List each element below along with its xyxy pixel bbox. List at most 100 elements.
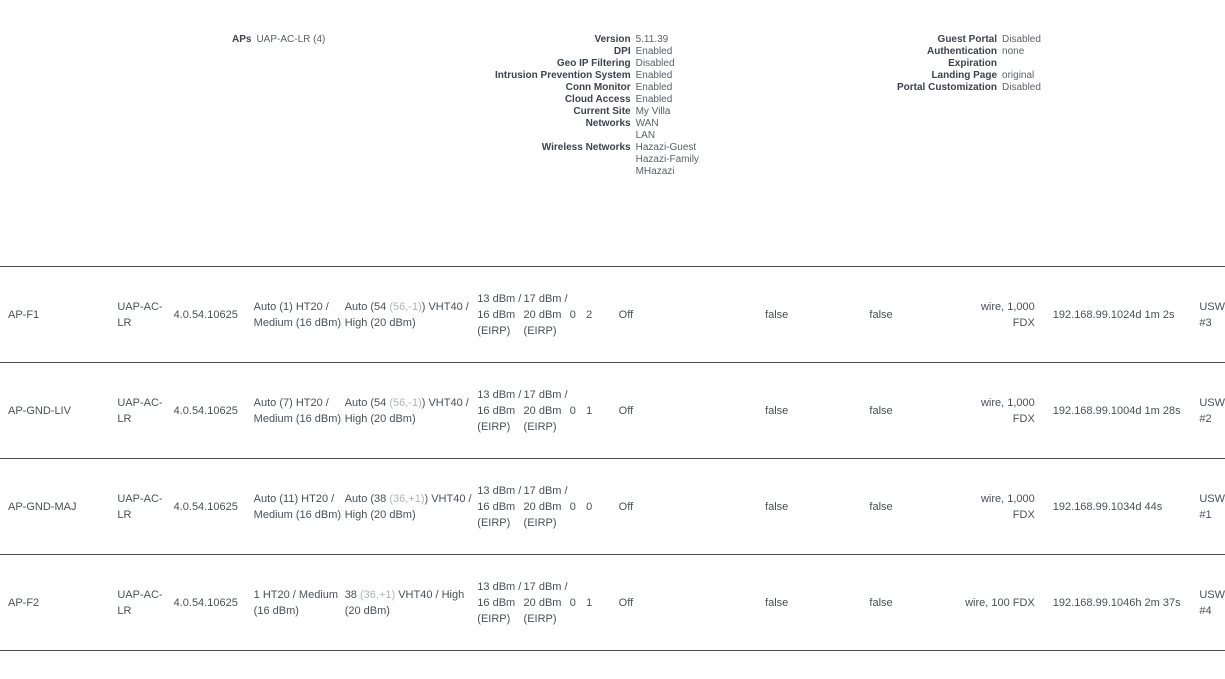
system-info-value-line: Disabled — [635, 58, 675, 69]
system-info-value: My Villa — [636, 106, 699, 118]
aps-label: APs — [232, 34, 252, 45]
radio-na-power: ) VHT40 / High (20 dBm) — [344, 492, 472, 521]
clients-ng-count: 0 — [569, 500, 576, 513]
system-info-value-line: Hazazi-Guest — [635, 142, 697, 153]
system-info: Version 5.11.39 DPI Enabled Geo IP Filtering… — [495, 34, 699, 178]
device-firmware-version: 4.0.54.10625 — [173, 308, 238, 321]
clients-ng-count: 0 — [569, 596, 576, 609]
radio-na-setting: Auto (38 (36,+1)) VHT40 / High (20 dBm) — [345, 459, 478, 555]
tx-power-ng: 13 dBm / 16 dBm (EIRP) — [477, 388, 522, 433]
ip-address: 192.168.99.104 — [1052, 596, 1130, 609]
uplink-type: wire, 1,000 FDX — [980, 396, 1035, 425]
portal-info-label: Authentication — [927, 46, 998, 57]
system-info-value-line: WAN — [635, 118, 659, 129]
aps-summary: APs UAP-AC-LR (4) — [232, 34, 325, 46]
table-row[interactable]: AP-GND-LIV UAP-AC-LR 4.0.54.10625 Auto (7) … — [0, 362, 1225, 459]
system-info-label: Cloud Access — [564, 94, 631, 105]
portal-info-label: Landing Page — [931, 70, 998, 81]
system-info-label: Geo IP Filtering — [556, 58, 631, 69]
system-info-label: Conn Monitor — [565, 82, 631, 93]
system-info-value: WAN LAN — [636, 118, 699, 142]
system-info-value-line: Enabled — [635, 70, 673, 81]
ip-address: 192.168.99.103 — [1052, 500, 1130, 513]
portal-info-label: Expiration — [948, 58, 998, 69]
device-model: UAP-AC-LR — [117, 588, 163, 617]
uplink-type: wire, 1,000 FDX — [980, 300, 1035, 329]
system-info-value-line: MHazazi — [635, 166, 675, 177]
ip-address: 192.168.99.100 — [1052, 404, 1130, 417]
system-info-value: Hazazi-Guest Hazazi-Family MHazazi — [636, 142, 699, 178]
table-row[interactable]: AP-GND-MAJ UAP-AC-LR 4.0.54.10625 Auto (11)… — [0, 458, 1225, 555]
locate-status: Off — [618, 596, 634, 609]
empty-cell — [728, 459, 765, 555]
system-info-value-line: 5.11.39 — [635, 34, 669, 45]
system-info-label: Networks — [585, 118, 631, 129]
radio-na-secondary: (56,-1) — [389, 396, 422, 409]
device-rows: AP-F1 UAP-AC-LR 4.0.54.10625 Auto (1) HT20 … — [0, 266, 1225, 651]
uplink-type: wire, 100 FDX — [965, 596, 1035, 609]
device-model: UAP-AC-LR — [117, 396, 163, 425]
radio-na-power: VHT40 / High (20 dBm) — [344, 588, 465, 617]
portal-info-value: none — [1002, 46, 1025, 57]
portal-info: Guest Portal Disabled Authentication none Ex… — [897, 34, 1041, 94]
uptime-value: 6h 2m 37s — [1129, 596, 1181, 609]
empty-cell — [728, 267, 765, 363]
clients-ng-count: 0 — [569, 308, 576, 321]
portal-info-value — [1002, 58, 1041, 70]
uplink-type: wire, 1,000 FDX — [980, 492, 1035, 521]
uptime-value: 4d 1m 2s — [1129, 308, 1175, 321]
table-row[interactable]: AP-F2 UAP-AC-LR 4.0.54.10625 1 HT20 / Mediu… — [0, 554, 1225, 651]
flag-a-value: false — [765, 596, 789, 609]
radio-na-setting: 38 (36,+1) VHT40 / High (20 dBm) — [345, 555, 478, 651]
radio-na-channel: Auto (38 — [344, 492, 390, 505]
empty-cell — [728, 555, 765, 651]
clients-na-count: 2 — [586, 308, 593, 321]
system-info-value: Enabled — [636, 46, 699, 58]
device-firmware-version: 4.0.54.10625 — [173, 404, 238, 417]
device-model: UAP-AC-LR — [117, 300, 163, 329]
uplink-switch: USW #2 — [1199, 396, 1225, 425]
radio-na-secondary: (56,-1) — [389, 300, 422, 313]
tx-power-na: 17 dBm / 20 dBm (EIRP) — [523, 292, 568, 337]
flag-a-value: false — [765, 404, 789, 417]
table-row[interactable]: AP-F1 UAP-AC-LR 4.0.54.10625 Auto (1) HT20 … — [0, 266, 1225, 363]
clients-ng-count: 0 — [569, 404, 576, 417]
tx-power-na: 17 dBm / 20 dBm (EIRP) — [523, 484, 568, 529]
system-info-value: Disabled — [636, 58, 699, 70]
system-info-value: 5.11.39 — [636, 34, 699, 46]
radio-ng-setting: 1 HT20 / Medium (16 dBm) — [253, 588, 339, 617]
radio-na-channel: 38 — [344, 588, 360, 601]
system-info-label: DPI — [613, 46, 631, 57]
uplink-switch: USW #1 — [1199, 492, 1225, 521]
locate-status: Off — [618, 404, 634, 417]
radio-na-power: ) VHT40 / High (20 dBm) — [344, 300, 469, 329]
system-info-label: Version — [594, 34, 631, 45]
radio-ng-setting: Auto (11) HT20 / Medium (16 dBm) — [253, 492, 342, 521]
radio-na-setting: Auto (54 (56,-1)) VHT40 / High (20 dBm) — [345, 267, 478, 363]
empty-cell — [728, 363, 765, 459]
system-info-value: Enabled — [636, 82, 699, 94]
system-info-label: Current Site — [573, 106, 631, 117]
ip-address: 192.168.99.102 — [1052, 308, 1130, 321]
uplink-switch: USW #3 — [1199, 300, 1225, 329]
tx-power-ng: 13 dBm / 16 dBm (EIRP) — [477, 292, 522, 337]
device-firmware-version: 4.0.54.10625 — [173, 596, 238, 609]
system-info-value-line: Hazazi-Family — [635, 154, 699, 165]
system-info-label: Wireless Networks — [541, 142, 631, 153]
flag-a-value: false — [765, 308, 789, 321]
clients-na-count: 0 — [586, 500, 593, 513]
tx-power-na: 17 dBm / 20 dBm (EIRP) — [523, 388, 568, 433]
system-info-value-line: Enabled — [635, 94, 673, 105]
radio-na-secondary: (36,+1) — [389, 492, 425, 505]
flag-b-value: false — [869, 596, 893, 609]
locate-status: Off — [618, 500, 634, 513]
flag-a-value: false — [765, 500, 789, 513]
system-info-value: Enabled — [636, 70, 699, 82]
tx-power-na: 17 dBm / 20 dBm (EIRP) — [523, 580, 568, 625]
portal-info-value: original — [1002, 70, 1035, 81]
flag-b-value: false — [869, 308, 893, 321]
uplink-switch: USW #4 — [1199, 588, 1225, 617]
radio-na-channel: Auto (54 — [344, 300, 390, 313]
radio-ng-setting: Auto (1) HT20 / Medium (16 dBm) — [253, 300, 342, 329]
device-name: AP-F1 — [8, 308, 40, 321]
